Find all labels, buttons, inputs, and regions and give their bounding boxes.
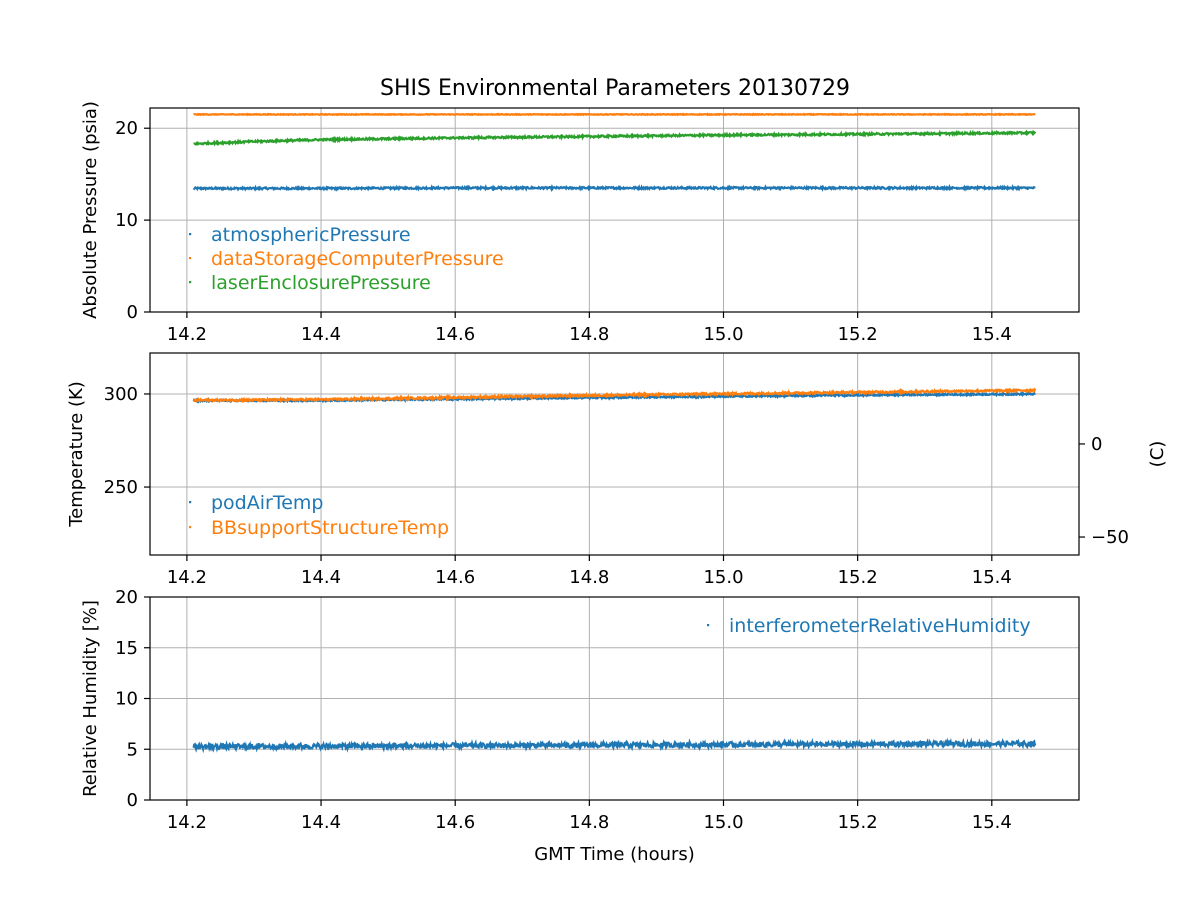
legend: interferometerRelativeHumidity (707, 615, 1031, 637)
x-tick-label: 14.2 (167, 324, 207, 345)
plot-frame (149, 107, 1080, 313)
legend-marker (189, 257, 192, 260)
legend-marker (189, 233, 192, 236)
y-tick-label: 300 (104, 384, 138, 405)
legend-marker (189, 526, 192, 529)
y-axis-label: Temperature (K) (66, 381, 87, 528)
plot-frame (149, 352, 1080, 556)
y-tick-label: 5 (127, 739, 138, 760)
y-tick-label: 20 (115, 118, 138, 139)
x-tick-label: 15.4 (972, 812, 1012, 833)
legend-marker (189, 501, 192, 504)
x-tick-label: 15.2 (838, 812, 878, 833)
y2-axis-label: (C) (1147, 441, 1168, 468)
series-interferometerRelativeHumidity (192, 737, 1037, 754)
y-tick-label: 20 (115, 587, 138, 608)
x-tick-label: 15.4 (972, 567, 1012, 588)
series-line (192, 737, 1037, 754)
x-tick-label: 14.2 (167, 812, 207, 833)
legend-label: laserEnclosurePressure (211, 272, 431, 294)
chart-panels: 14.2 14.4 14.6 14.8 15.0 15.2 15.4 0 10 20 Absolut… (66, 101, 1168, 865)
x-tick-label: 15.0 (703, 812, 743, 833)
series-podAirTemp (192, 391, 1036, 404)
series-BBsupportStructureTemp (192, 387, 1037, 404)
x-tick-label: 15.0 (703, 324, 743, 345)
x-tick-label: 14.4 (301, 324, 341, 345)
series-laserEnclosurePressure (193, 129, 1037, 147)
y-axis-label: Relative Humidity [%] (80, 600, 101, 797)
y-axis-label: Absolute Pressure (psia) (80, 101, 101, 319)
series-line (193, 129, 1037, 147)
x-tick-label: 15.0 (703, 567, 743, 588)
series-line (192, 183, 1036, 193)
y-tick-label: 0 (127, 790, 138, 811)
series-line (193, 112, 1036, 117)
panel-1: 14.2 14.4 14.6 14.8 15.0 15.2 15.4 0 10 20 Absolut… (80, 101, 1080, 345)
chart-title: SHIS Environmental Parameters 20130729 (380, 76, 850, 101)
y-tick-label: 15 (115, 638, 138, 659)
legend: podAirTemp BBsupportStructureTemp (189, 492, 449, 539)
panel-3: 14.2 14.4 14.6 14.8 15.0 15.2 15.4 0 5 10 15 20 Rela… (80, 587, 1080, 865)
series-line (192, 391, 1036, 404)
series-dataStorageComputerPressure (193, 112, 1036, 117)
y-tick-label: 250 (104, 477, 138, 498)
series-atmosphericPressure (192, 183, 1036, 193)
panel-2: 14.2 14.4 14.6 14.8 15.0 15.2 15.4 250 300 −50 0 (C… (66, 352, 1168, 588)
legend-label: interferometerRelativeHumidity (729, 615, 1031, 637)
y-tick-label: 0 (127, 302, 138, 323)
x-axis-label: GMT Time (hours) (534, 844, 695, 865)
x-tick-label: 14.6 (435, 324, 475, 345)
legend-label: dataStorageComputerPressure (211, 248, 504, 270)
x-tick-label: 14.4 (301, 812, 341, 833)
series-line (192, 387, 1037, 404)
x-tick-label: 15.2 (838, 567, 878, 588)
legend-marker (707, 624, 710, 627)
legend-marker (189, 281, 192, 284)
x-tick-label: 14.6 (435, 812, 475, 833)
x-tick-label: 14.8 (569, 812, 609, 833)
legend-label: podAirTemp (211, 492, 323, 514)
x-tick-label: 14.8 (569, 324, 609, 345)
legend: atmosphericPressuredataStorageComputerPr… (189, 224, 504, 294)
y-tick-label: 10 (115, 210, 138, 231)
x-tick-label: 14.2 (167, 567, 207, 588)
x-tick-label: 14.8 (569, 567, 609, 588)
legend-label: BBsupportStructureTemp (211, 517, 449, 539)
x-tick-label: 14.6 (435, 567, 475, 588)
legend-label: atmosphericPressure (211, 224, 411, 246)
x-tick-label: 14.4 (301, 567, 341, 588)
y-tick-label: 10 (115, 689, 138, 710)
y2-tick-label: −50 (1091, 527, 1129, 548)
x-tick-label: 15.2 (838, 324, 878, 345)
x-tick-label: 15.4 (972, 324, 1012, 345)
y2-tick-label: 0 (1091, 434, 1102, 455)
